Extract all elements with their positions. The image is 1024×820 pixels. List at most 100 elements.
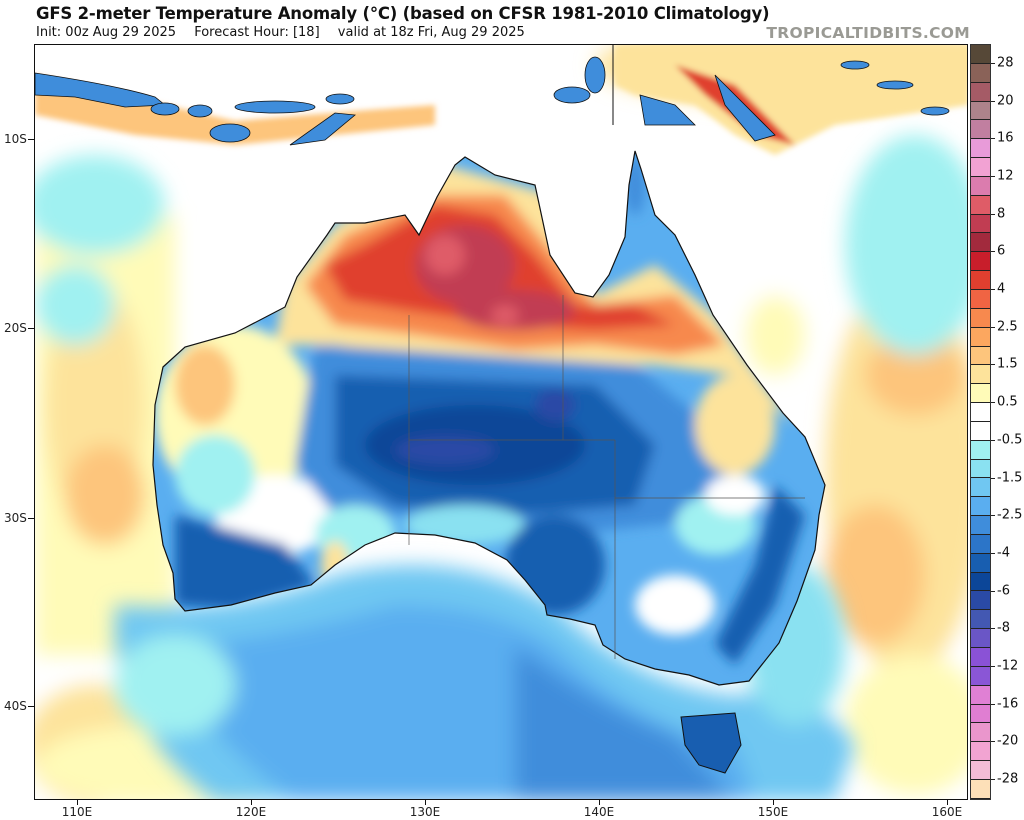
colorbar-label: -28 — [997, 771, 1019, 787]
colorbar-bin — [971, 195, 990, 215]
colorbar-bin — [971, 761, 990, 780]
lon-tick-label: 130E — [409, 805, 441, 819]
colorbar-bin — [971, 327, 990, 347]
lon-tick-mark — [947, 800, 948, 805]
colorbar-tick — [991, 515, 995, 517]
colorbar-bin — [971, 610, 990, 630]
colorbar-label: -6 — [997, 583, 1010, 599]
colorbar — [970, 44, 991, 800]
colorbar-tick — [991, 741, 995, 743]
init-time: Init: 00z Aug 29 2025 — [36, 25, 177, 40]
colorbar-bin — [971, 666, 990, 686]
colorbar-label: 16 — [997, 130, 1014, 146]
colorbar-tick — [991, 62, 995, 64]
lon-tick-mark — [77, 800, 78, 805]
colorbar-label: -12 — [997, 658, 1019, 674]
colorbar-bin — [971, 516, 990, 535]
colorbar-bin — [971, 648, 990, 667]
colorbar-bin — [971, 572, 990, 592]
colorbar-bin — [971, 214, 990, 234]
anomaly-field — [35, 45, 967, 799]
colorbar-bin — [971, 158, 990, 177]
colorbar-bin — [971, 704, 990, 724]
colorbar-bin — [971, 101, 990, 121]
colorbar-bin — [971, 82, 990, 102]
colorbar-bin — [971, 365, 990, 385]
colorbar-bin — [971, 685, 990, 705]
colorbar-bin — [971, 63, 990, 83]
colorbar-bin — [971, 591, 990, 611]
colorbar-tick — [991, 703, 995, 705]
colorbar-bin — [971, 176, 990, 196]
colorbar-bin — [971, 384, 990, 404]
colorbar-label: 28 — [997, 55, 1014, 71]
colorbar-bin — [971, 233, 990, 253]
colorbar-label: -0.5 — [997, 432, 1023, 448]
lon-tick-label: 160E — [931, 805, 963, 819]
colorbar-bin — [971, 723, 990, 743]
lon-tick-label: 150E — [757, 805, 789, 819]
colorbar-bin — [971, 289, 990, 309]
colorbar-bin — [971, 139, 990, 159]
colorbar-label: -2.5 — [997, 507, 1023, 523]
colorbar-label: -8 — [997, 620, 1010, 636]
colorbar-label: -4 — [997, 545, 1010, 561]
lon-tick-mark — [773, 800, 774, 805]
colorbar-label: 4 — [997, 281, 1006, 297]
lon-tick-mark — [425, 800, 426, 805]
colorbar-tick — [991, 477, 995, 479]
lat-tick-label: 40S — [4, 699, 27, 713]
colorbar-label: 8 — [997, 206, 1006, 222]
lat-tick-label: 10S — [4, 132, 27, 146]
colorbar-label: 1.5 — [997, 356, 1018, 372]
colorbar-bin — [971, 308, 990, 328]
forecast-hour: Forecast Hour: [18] — [194, 25, 320, 40]
lon-tick-mark — [251, 800, 252, 805]
colorbar-tick — [991, 628, 995, 630]
lon-tick-label: 110E — [61, 805, 93, 819]
colorbar-tick — [991, 439, 995, 441]
colorbar-tick — [991, 138, 995, 140]
colorbar-tick — [991, 251, 995, 253]
colorbar-tick — [991, 326, 995, 328]
colorbar-bin — [971, 403, 990, 422]
colorbar-label: 0.5 — [997, 394, 1018, 410]
colorbar-bin — [971, 553, 990, 573]
colorbar-tick — [991, 100, 995, 102]
colorbar-label: 20 — [997, 93, 1014, 109]
lon-tick-mark — [599, 800, 600, 805]
valid-time: valid at 18z Fri, Aug 29 2025 — [337, 25, 525, 40]
colorbar-bin — [971, 440, 990, 460]
colorbar-bin — [971, 534, 990, 554]
colorbar-bin — [971, 459, 990, 479]
colorbar-bin — [971, 252, 990, 272]
colorbar-tick — [991, 552, 995, 554]
colorbar-bin — [971, 120, 990, 140]
colorbar-bin — [971, 629, 990, 648]
lat-tick-label: 30S — [4, 511, 27, 525]
colorbar-tick — [991, 666, 995, 668]
colorbar-bin — [971, 779, 990, 799]
lat-tick-label: 20S — [4, 321, 27, 335]
colorbar-bin — [971, 346, 990, 366]
lon-tick-label: 120E — [235, 805, 267, 819]
colorbar-bin — [971, 271, 990, 290]
chart-title: GFS 2-meter Temperature Anomaly (°C) (ba… — [36, 4, 770, 23]
colorbar-tick — [991, 402, 995, 404]
colorbar-tick — [991, 289, 995, 291]
colorbar-label: -1.5 — [997, 470, 1023, 486]
colorbar-bin — [971, 478, 990, 498]
colorbar-tick — [991, 779, 995, 781]
chart-subtitle: Init: 00z Aug 29 2025 Forecast Hour: [18… — [36, 25, 539, 40]
colorbar-bin — [971, 497, 990, 517]
colorbar-tick — [991, 175, 995, 177]
colorbar-label: 2.5 — [997, 319, 1018, 335]
colorbar-label: 12 — [997, 168, 1014, 184]
colorbar-bin — [971, 421, 990, 441]
colorbar-bin — [971, 742, 990, 762]
lat-tick-mark — [28, 518, 34, 519]
colorbar-tick — [991, 590, 995, 592]
lat-tick-mark — [28, 139, 34, 140]
colorbar-label: -16 — [997, 696, 1019, 712]
watermark: TROPICALTIDBITS.COM — [766, 24, 970, 42]
